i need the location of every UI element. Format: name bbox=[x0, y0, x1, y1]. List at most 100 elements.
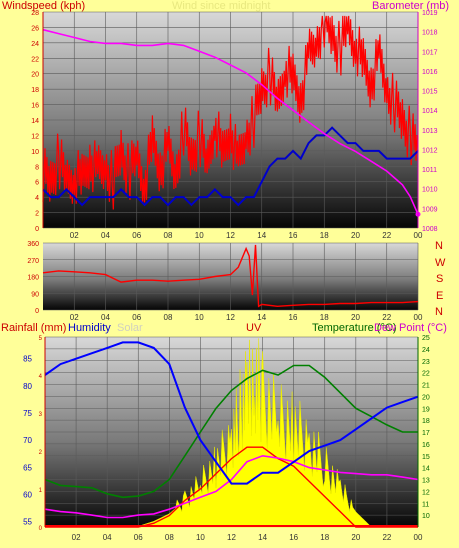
compass-e-label: E bbox=[436, 290, 444, 302]
temp-ytick-label: 10 bbox=[422, 513, 430, 520]
uv-title: UV bbox=[246, 322, 262, 334]
weather-xtick-label: 02 bbox=[72, 533, 81, 542]
baro-ytick-label: 1010 bbox=[422, 187, 438, 194]
direction-xtick-label: 12 bbox=[226, 313, 235, 322]
wind-ytick-label: 24 bbox=[31, 41, 39, 48]
baro-ytick-label: 1018 bbox=[422, 30, 438, 37]
wind-average-series bbox=[42, 126, 419, 207]
temp-ytick-label: 12 bbox=[422, 489, 430, 496]
windspeed-title: Windspeed (kph) bbox=[2, 0, 86, 12]
humidity-ytick-label: 80 bbox=[23, 382, 32, 391]
direction-series bbox=[42, 244, 419, 308]
wind-ytick-label: 22 bbox=[31, 56, 39, 63]
baro-ytick-label: 1011 bbox=[422, 167, 437, 174]
temp-ytick-label: 22 bbox=[422, 371, 430, 378]
humidity-ytick-label: 85 bbox=[23, 355, 32, 364]
weather-xtick-label: 00 bbox=[414, 533, 423, 542]
temp-ytick-label: 25 bbox=[422, 335, 430, 342]
temp-ytick-label: 16 bbox=[422, 442, 430, 449]
direction-xtick-label: 00 bbox=[414, 313, 423, 322]
baro-ytick-label: 1015 bbox=[422, 89, 438, 96]
wind-ytick-label: 26 bbox=[31, 25, 39, 32]
wind-ytick-label: 12 bbox=[31, 133, 39, 140]
direction-ytick-label: 360 bbox=[27, 241, 39, 248]
wind-ytick-label: 14 bbox=[31, 118, 39, 125]
humidity-ytick-label: 70 bbox=[23, 436, 32, 445]
baro-ytick-label: 1016 bbox=[422, 69, 438, 76]
temp-ytick-label: 21 bbox=[422, 383, 430, 390]
wind-ytick-label: 6 bbox=[35, 180, 39, 187]
direction-xtick-label: 08 bbox=[164, 313, 173, 322]
rainfall-title: Rainfall (mm) bbox=[1, 322, 67, 334]
humidity-ytick-label: 75 bbox=[23, 409, 32, 418]
humidity-ytick-label: 55 bbox=[23, 518, 32, 527]
baro-ytick-label: 1013 bbox=[422, 128, 438, 135]
weather-xtick-label: 08 bbox=[165, 533, 174, 542]
wind-xtick-label: 06 bbox=[132, 231, 141, 240]
dewpoint-series bbox=[44, 454, 419, 519]
wind-ytick-label: 28 bbox=[31, 10, 39, 17]
temp-ytick-label: 23 bbox=[422, 359, 430, 366]
direction-xtick-label: 22 bbox=[382, 313, 391, 322]
humidity-series bbox=[44, 341, 419, 485]
barometer-series bbox=[42, 28, 419, 215]
baro-ytick-label: 1009 bbox=[422, 206, 438, 213]
weather-xtick-label: 06 bbox=[134, 533, 143, 542]
wind-ytick-label: 4 bbox=[35, 195, 39, 202]
wind-ytick-label: 0 bbox=[35, 226, 39, 233]
wind-ytick-label: 20 bbox=[31, 72, 39, 79]
rain-ytick-label: 2 bbox=[39, 450, 43, 456]
wind-xtick-label: 12 bbox=[226, 231, 235, 240]
wind-gust-series bbox=[42, 15, 419, 210]
temp-ytick-label: 14 bbox=[422, 466, 430, 473]
temperature-title: Temperature (°C) bbox=[312, 322, 397, 334]
wind-xtick-label: 04 bbox=[101, 231, 110, 240]
weather-xtick-label: 04 bbox=[103, 533, 112, 542]
temp-ytick-label: 15 bbox=[422, 454, 430, 461]
wind-xtick-label: 08 bbox=[164, 231, 173, 240]
wind-ytick-label: 2 bbox=[35, 211, 39, 218]
rain-ytick-label: 4 bbox=[39, 374, 43, 380]
wind-xtick-label: 20 bbox=[351, 231, 360, 240]
baro-ytick-label: 1019 bbox=[422, 10, 438, 17]
direction-xtick-label: 02 bbox=[70, 313, 79, 322]
humidity-ytick-label: 60 bbox=[23, 490, 32, 499]
temp-ytick-label: 24 bbox=[422, 347, 430, 354]
baro-ytick-label: 1017 bbox=[422, 49, 438, 56]
humidity-ytick-label: 65 bbox=[23, 463, 32, 472]
wind-xtick-label: 00 bbox=[414, 231, 423, 240]
weather-xtick-label: 16 bbox=[289, 533, 298, 542]
direction-xtick-label: 10 bbox=[195, 313, 204, 322]
wind-ytick-label: 16 bbox=[31, 103, 39, 110]
temp-ytick-label: 18 bbox=[422, 418, 430, 425]
direction-xtick-label: 20 bbox=[351, 313, 360, 322]
wind-ytick-label: 18 bbox=[31, 87, 39, 94]
direction-ytick-label: 180 bbox=[27, 275, 39, 282]
weather-xtick-label: 14 bbox=[258, 533, 267, 542]
temp-ytick-label: 19 bbox=[422, 406, 430, 413]
temp-ytick-label: 13 bbox=[422, 478, 430, 485]
compass-s-label: S bbox=[436, 273, 444, 285]
compass-n-label: N bbox=[435, 240, 443, 252]
wind-subtitle: Wind since midnight bbox=[172, 0, 271, 12]
barometer-title: Barometer (mb) bbox=[372, 0, 450, 12]
temperature-series bbox=[44, 364, 418, 499]
direction-xtick-label: 18 bbox=[320, 313, 329, 322]
wind-xtick-label: 18 bbox=[320, 231, 329, 240]
solar-title: Solar bbox=[117, 322, 143, 334]
wind-ytick-label: 8 bbox=[35, 164, 39, 171]
wind-xtick-label: 02 bbox=[70, 231, 79, 240]
weather-xtick-label: 10 bbox=[196, 533, 205, 542]
baro-ytick-label: 1012 bbox=[422, 147, 438, 154]
temp-ytick-label: 11 bbox=[422, 501, 429, 508]
wind-ytick-label: 10 bbox=[31, 149, 39, 156]
direction-xtick-label: 14 bbox=[257, 313, 266, 322]
rain-ytick-label: 3 bbox=[39, 412, 43, 418]
dewpoint-title: Dew Point (°C) bbox=[374, 322, 447, 334]
temp-ytick-label: 17 bbox=[422, 430, 430, 437]
direction-ytick-label: 270 bbox=[27, 258, 39, 265]
wind-xtick-label: 22 bbox=[382, 231, 391, 240]
direction-ytick-label: 0 bbox=[35, 308, 39, 315]
rain-ytick-label: 1 bbox=[39, 488, 43, 494]
